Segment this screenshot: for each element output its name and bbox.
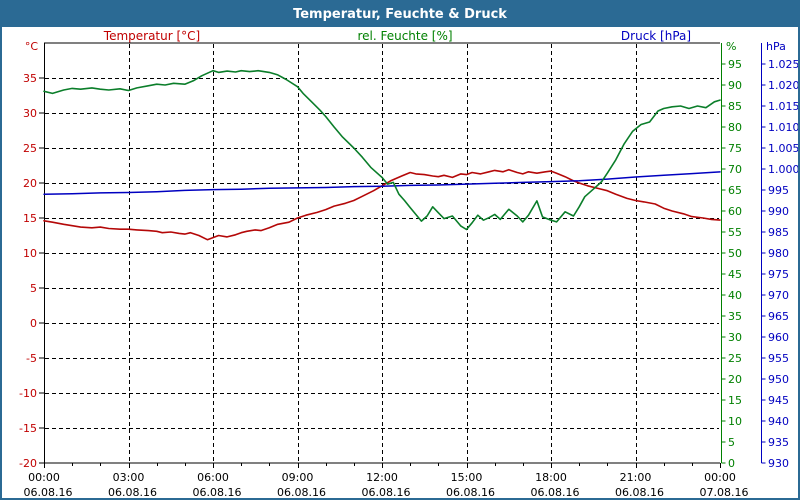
x-date-label: 06.08.16 xyxy=(108,486,157,499)
series-pressure xyxy=(43,171,721,195)
humidity-tick-label: 70 xyxy=(728,163,742,176)
pressure-tick-label: 950 xyxy=(768,373,789,386)
pressure-tick-label: 1.015 xyxy=(768,100,800,113)
series-temperature xyxy=(43,168,721,241)
temperature-tick-label: 10 xyxy=(23,247,37,260)
temperature-tick-label: -15 xyxy=(19,422,37,435)
humidity-tick-label: 55 xyxy=(728,226,742,239)
series-humidity xyxy=(43,69,721,231)
pressure-tick-label: 960 xyxy=(768,331,789,344)
pressure-axis: 1.025 1.020 1.015 1.010 1.005 1.000 995 990 985 9… xyxy=(760,43,800,470)
x-time-label: 00:00 xyxy=(28,471,60,484)
temperature-tick-label: 20 xyxy=(23,177,37,190)
window-title: Temperatur, Feuchte & Druck xyxy=(293,7,507,22)
humidity-tick-label: 85 xyxy=(728,100,742,113)
x-date-label: 06.08.16 xyxy=(24,486,73,499)
humidity-tick-label: 35 xyxy=(728,310,742,323)
humidity-tick-label: 50 xyxy=(728,247,742,260)
temperature-tick-label: 15 xyxy=(23,212,37,225)
temperature-tick-label: 35 xyxy=(23,72,37,85)
rel-feuchte-series xyxy=(43,69,721,231)
humidity-tick-label: 60 xyxy=(728,205,742,218)
x-axis: 00:00 06.08.16 03:00 06.08.16 06:00 06.08.16 0… xyxy=(24,463,749,499)
humidity-tick-label: 15 xyxy=(728,394,742,407)
pressure-tick-label: 930 xyxy=(768,457,789,470)
pressure-tick-label: 975 xyxy=(768,268,789,281)
x-time-label: 18:00 xyxy=(535,471,567,484)
pressure-tick-label: 1.025 xyxy=(768,58,800,71)
temperature-axis-unit: °C xyxy=(24,40,38,53)
druck-series xyxy=(43,171,721,195)
pressure-tick-label: 1.010 xyxy=(768,121,800,134)
temperature-tick-label: 0 xyxy=(30,317,37,330)
humidity-tick-label: 5 xyxy=(728,436,735,449)
humidity-tick-label: 95 xyxy=(728,58,742,71)
humidity-tick-label: 65 xyxy=(728,184,742,197)
pressure-axis-unit: hPa xyxy=(766,40,786,53)
pressure-tick-label: 995 xyxy=(768,184,789,197)
pressure-tick-label: 940 xyxy=(768,415,789,428)
x-time-label: 00:00 xyxy=(704,471,736,484)
x-time-label: 21:00 xyxy=(620,471,652,484)
title-bar: Temperatur, Feuchte & Druck xyxy=(2,2,798,27)
legend-temperature: Temperatur [°C] xyxy=(103,29,201,43)
temperatur-series xyxy=(43,168,721,241)
x-date-label: 06.08.16 xyxy=(531,486,580,499)
pressure-tick-label: 945 xyxy=(768,394,789,407)
legend-humidity: rel. Feuchte [%] xyxy=(357,29,453,43)
pressure-tick-label: 1.020 xyxy=(768,79,800,92)
humidity-tick-label: 0 xyxy=(728,457,735,470)
pressure-tick-label: 1.000 xyxy=(768,163,800,176)
humidity-tick-label: 45 xyxy=(728,268,742,281)
x-time-label: 12:00 xyxy=(366,471,398,484)
pressure-tick-label: 985 xyxy=(768,226,789,239)
temperature-tick-label: -5 xyxy=(26,352,37,365)
humidity-tick-label: 90 xyxy=(728,79,742,92)
x-date-label: 06.08.16 xyxy=(446,486,495,499)
temperature-tick-label: -10 xyxy=(19,387,37,400)
x-time-label: 09:00 xyxy=(282,471,314,484)
temperature-tick-label: 30 xyxy=(23,107,37,120)
x-time-label: 15:00 xyxy=(451,471,483,484)
temperature-tick-label: 5 xyxy=(30,282,37,295)
humidity-tick-label: 20 xyxy=(728,373,742,386)
humidity-tick-label: 25 xyxy=(728,352,742,365)
x-time-label: 06:00 xyxy=(197,471,229,484)
pressure-tick-label: 990 xyxy=(768,205,789,218)
humidity-tick-label: 10 xyxy=(728,415,742,428)
humidity-tick-label: 80 xyxy=(728,121,742,134)
x-date-label: 06.08.16 xyxy=(193,486,242,499)
pressure-tick-label: 980 xyxy=(768,247,789,260)
humidity-tick-label: 30 xyxy=(728,331,742,344)
x-time-label: 03:00 xyxy=(113,471,145,484)
x-date-label: 06.08.16 xyxy=(362,486,411,499)
pressure-tick-label: 1.005 xyxy=(768,142,800,155)
legend-pressure: Druck [hPa] xyxy=(620,29,692,43)
temperature-tick-label: -20 xyxy=(19,457,37,470)
x-date-label: 06.08.16 xyxy=(615,486,664,499)
x-date-label: 06.08.16 xyxy=(277,486,326,499)
grid-lines xyxy=(45,44,719,462)
humidity-axis-unit: % xyxy=(726,40,737,53)
humidity-tick-label: 40 xyxy=(728,289,742,302)
pressure-tick-label: 965 xyxy=(768,310,789,323)
temperature-axis: 35 30 25 20 15 10 5 0 -5 -10 -15 -20 xyxy=(19,72,44,470)
pressure-tick-label: 955 xyxy=(768,352,789,365)
humidity-tick-label: 75 xyxy=(728,142,742,155)
pressure-tick-label: 970 xyxy=(768,289,789,302)
temperature-tick-label: 25 xyxy=(23,142,37,155)
x-date-label: 07.08.16 xyxy=(700,486,749,499)
pressure-tick-label: 935 xyxy=(768,436,789,449)
